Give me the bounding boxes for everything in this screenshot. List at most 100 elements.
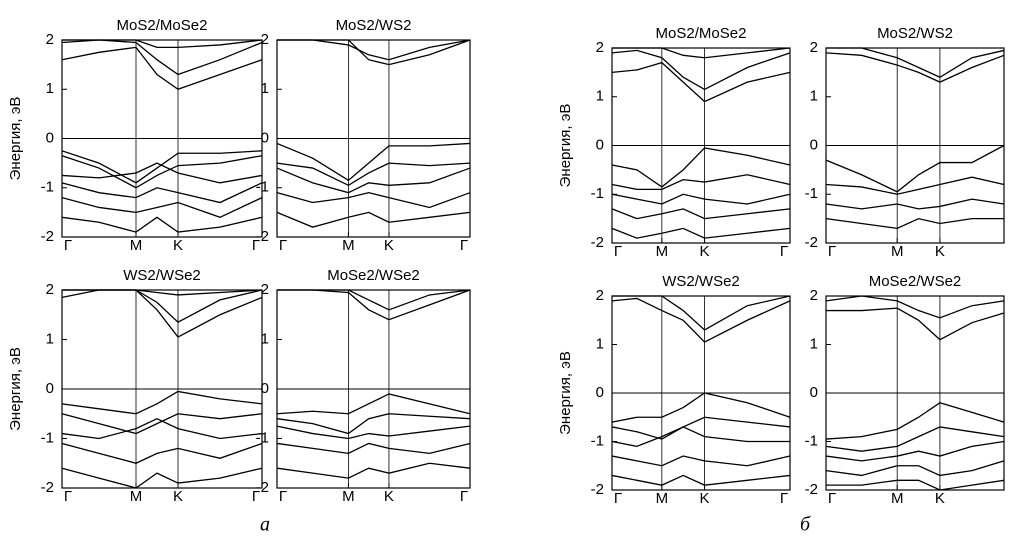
y-axis-label: Энергия, эВ — [7, 347, 24, 431]
band-line — [277, 39, 471, 66]
band-line — [276, 167, 471, 194]
y-tick-label: 1 — [810, 335, 818, 352]
band-line — [61, 216, 263, 233]
band-line — [276, 462, 471, 479]
panel-title: MoSe2/WSe2 — [327, 267, 420, 284]
panel-title: MoSe2/WSe2 — [869, 273, 962, 290]
band-line — [61, 413, 263, 435]
y-tick-label: 1 — [596, 335, 604, 352]
y-tick-label: 2 — [810, 39, 818, 56]
y-axis-label: Энергия, эВ — [557, 104, 574, 188]
y-tick-label: -1 — [591, 432, 604, 449]
x-tick-label: Γ — [252, 488, 260, 505]
y-tick-label: -2 — [256, 479, 269, 496]
y-tick-label: -2 — [591, 234, 604, 251]
band-line — [611, 455, 791, 467]
y-tick-label: -2 — [256, 228, 269, 245]
y-tick-label: 0 — [261, 129, 269, 146]
band-line — [611, 416, 791, 440]
band-line — [276, 192, 471, 209]
x-tick-label: Γ — [460, 488, 468, 505]
y-tick-label: -1 — [805, 432, 818, 449]
panel-title: MoS2/WS2 — [877, 25, 953, 42]
group-label: а — [260, 514, 270, 536]
y-tick-label: -1 — [256, 179, 269, 196]
x-tick-label: Γ — [460, 237, 468, 254]
x-tick-label: M — [656, 490, 669, 507]
band-line — [61, 182, 263, 204]
y-tick-label: 2 — [810, 287, 818, 304]
plot-frame — [61, 39, 263, 238]
band-line — [61, 150, 263, 184]
band-line — [825, 52, 1005, 83]
band-line — [61, 467, 263, 489]
plot-frame — [276, 39, 471, 238]
band-line — [611, 227, 791, 239]
y-tick-label: 2 — [46, 31, 54, 48]
band-line — [61, 196, 263, 219]
x-tick-label: Γ — [252, 237, 260, 254]
y-tick-label: 0 — [810, 136, 818, 153]
x-tick-label: M — [342, 488, 355, 505]
x-tick-label: Γ — [64, 237, 72, 254]
group-label: б — [800, 514, 811, 536]
x-tick-label: Γ — [614, 243, 622, 260]
band-line — [826, 47, 1005, 78]
y-tick-label: 1 — [261, 80, 269, 97]
plot-frame — [276, 289, 471, 489]
band-line — [61, 442, 263, 464]
plot-frame — [61, 289, 263, 489]
y-tick-label: 0 — [46, 380, 54, 397]
plot-frame — [611, 47, 791, 244]
y-tick-label: 0 — [261, 380, 269, 397]
band-line — [61, 46, 263, 90]
band-line — [277, 39, 471, 61]
band-line — [277, 289, 471, 311]
plot-frame — [825, 47, 1005, 244]
x-tick-label: M — [891, 243, 904, 260]
band-line — [61, 155, 263, 189]
y-tick-label: -1 — [591, 185, 604, 202]
band-line — [61, 162, 263, 184]
y-tick-label: -2 — [805, 234, 818, 251]
band-line — [611, 392, 791, 423]
y-tick-label: 2 — [596, 287, 604, 304]
y-tick-label: -2 — [41, 228, 54, 245]
panel-title: WS2/WSe2 — [123, 267, 201, 284]
band-line — [826, 307, 1005, 341]
band-line — [825, 401, 1005, 440]
x-tick-label: K — [173, 488, 183, 505]
band-line — [825, 198, 1005, 210]
y-axis-label: Энергия, эВ — [557, 351, 574, 435]
band-line — [611, 474, 791, 486]
band-line — [825, 460, 1005, 477]
band-line — [276, 425, 471, 440]
band-line — [826, 479, 1005, 491]
x-tick-label: K — [384, 488, 394, 505]
y-tick-label: -2 — [805, 481, 818, 498]
x-tick-label: Γ — [64, 488, 72, 505]
y-tick-label: 2 — [261, 281, 269, 298]
band-line — [611, 49, 791, 91]
band-line — [276, 162, 471, 187]
band-line — [611, 174, 791, 191]
x-tick-label: Γ — [780, 490, 788, 507]
x-tick-label: M — [130, 237, 143, 254]
y-tick-label: 1 — [46, 80, 54, 97]
y-tick-label: 1 — [261, 330, 269, 347]
panel-title: MoS2/MoSe2 — [117, 17, 208, 34]
plot-frame — [611, 295, 791, 491]
band-line — [62, 289, 263, 323]
y-tick-label: -1 — [256, 429, 269, 446]
y-tick-label: 1 — [46, 330, 54, 347]
band-line — [611, 61, 791, 103]
x-tick-label: M — [342, 237, 355, 254]
band-line — [611, 193, 791, 205]
y-tick-label: -1 — [41, 429, 54, 446]
band-line — [611, 208, 791, 220]
band-line — [825, 426, 1005, 452]
x-tick-label: K — [935, 243, 945, 260]
x-tick-label: Γ — [828, 243, 836, 260]
band-line — [611, 297, 791, 343]
